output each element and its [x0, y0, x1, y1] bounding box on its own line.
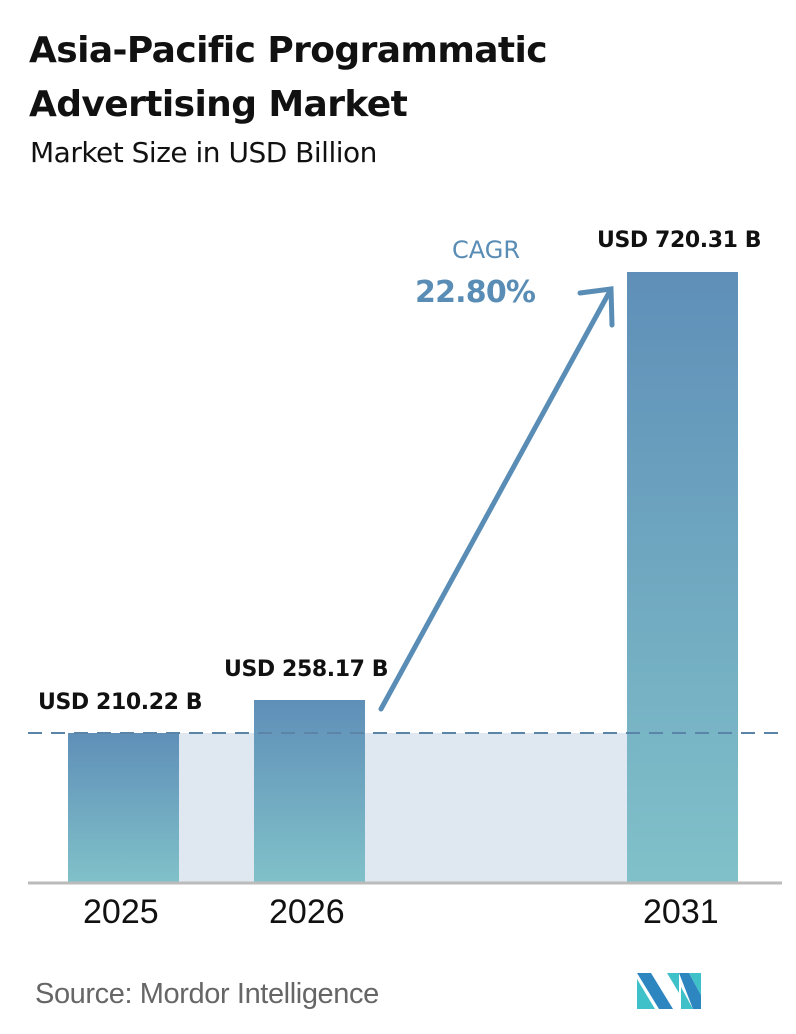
chart-subtitle: Market Size in USD Billion: [30, 136, 377, 169]
bar-label-2026: USD 258.17 B: [224, 657, 389, 682]
x-axis-label-2031: 2031: [643, 893, 719, 931]
bar-2031: [627, 272, 738, 882]
bar-label-2025: USD 210.22 B: [38, 690, 203, 715]
cagr-value: 22.80%: [415, 275, 536, 310]
bar-label-2031: USD 720.31 B: [597, 228, 762, 253]
bar-2025: [68, 733, 179, 882]
chart-title: Asia-Pacific Programmatic Advertising Ma…: [29, 24, 629, 132]
x-axis-label-2026: 2026: [269, 893, 345, 931]
mordor-intelligence-logo-icon: [637, 973, 701, 1009]
x-axis-label-2025: 2025: [83, 893, 159, 931]
chart-title-line-2: Advertising Market: [29, 84, 408, 125]
bar-2026: [254, 700, 365, 882]
chart-title-line-1: Asia-Pacific Programmatic: [29, 30, 548, 71]
cagr-arrow-icon: [378, 286, 615, 712]
cagr-label: CAGR: [452, 236, 521, 264]
source-text: Source: Mordor Intelligence: [35, 978, 379, 1010]
